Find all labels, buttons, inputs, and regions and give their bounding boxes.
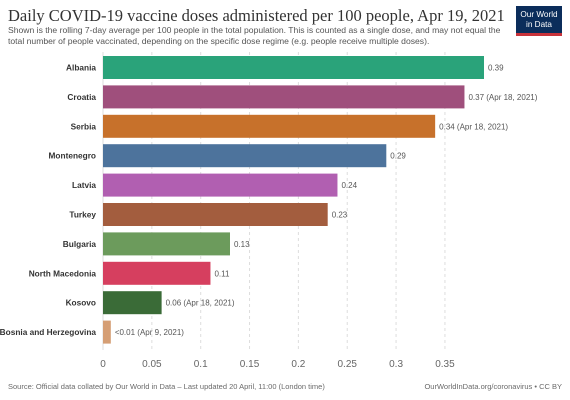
x-tick-label: 0.1 xyxy=(194,359,208,370)
bar[interactable] xyxy=(103,85,465,109)
x-tick-label: 0.05 xyxy=(142,359,162,370)
logo-line-1: Our World xyxy=(520,10,558,19)
labels: 0 0.05 0.1 0.15 0.2 0.25 0.3 0.35 Albania 0.39 Cro… xyxy=(0,63,538,371)
bar[interactable] xyxy=(103,291,162,315)
bar[interactable] xyxy=(103,56,484,79)
source-note: Source: Official data collated by Our Wo… xyxy=(8,382,325,391)
x-tick-label: 0.15 xyxy=(240,359,260,370)
category-label: Latvia xyxy=(72,180,96,190)
logo-line-2: in Data xyxy=(526,19,552,29)
source-url[interactable]: OurWorldInData.org/coronavirus • CC BY xyxy=(424,382,562,391)
bar[interactable] xyxy=(103,261,211,285)
value-label: 0.24 xyxy=(341,181,357,190)
bar[interactable] xyxy=(103,114,436,138)
category-label: North Macedonia xyxy=(29,268,97,278)
x-tick-label: 0.25 xyxy=(337,359,357,370)
chart-subtitle: Shown is the rolling 7-day average per 1… xyxy=(8,25,501,46)
value-label: 0.37 (Apr 18, 2021) xyxy=(468,93,537,102)
value-label: <0.01 (Apr 9, 2021) xyxy=(115,328,184,337)
category-label: Croatia xyxy=(67,92,96,102)
bar[interactable] xyxy=(103,203,328,226)
bar[interactable] xyxy=(103,173,338,197)
value-label: 0.06 (Apr 18, 2021) xyxy=(166,299,235,308)
chart-title: Daily COVID-19 vaccine doses administere… xyxy=(8,6,505,25)
category-label: Albania xyxy=(66,63,96,73)
x-tick-label: 0.2 xyxy=(291,359,305,370)
value-label: 0.39 xyxy=(488,64,504,73)
bar[interactable] xyxy=(103,320,111,344)
value-label: 0.11 xyxy=(214,269,230,278)
x-tick-label: 0.3 xyxy=(389,359,403,370)
category-label: Turkey xyxy=(69,210,96,220)
category-label: Kosovo xyxy=(66,298,96,308)
category-label: Bulgaria xyxy=(63,239,97,249)
value-label: 0.23 xyxy=(332,211,348,220)
category-label: Serbia xyxy=(71,121,97,131)
bars xyxy=(103,56,484,344)
x-tick-label: 0.35 xyxy=(435,359,455,370)
category-label: Bosnia and Herzegovina xyxy=(0,327,96,337)
value-label: 0.13 xyxy=(234,240,250,249)
value-label: 0.29 xyxy=(390,152,406,161)
bar[interactable] xyxy=(103,144,387,168)
value-label: 0.34 (Apr 18, 2021) xyxy=(439,122,508,131)
category-label: Montenegro xyxy=(49,151,96,161)
owid-logo[interactable]: Our World in Data xyxy=(516,6,562,36)
bar[interactable] xyxy=(103,232,230,256)
x-tick-label: 0 xyxy=(100,359,106,370)
